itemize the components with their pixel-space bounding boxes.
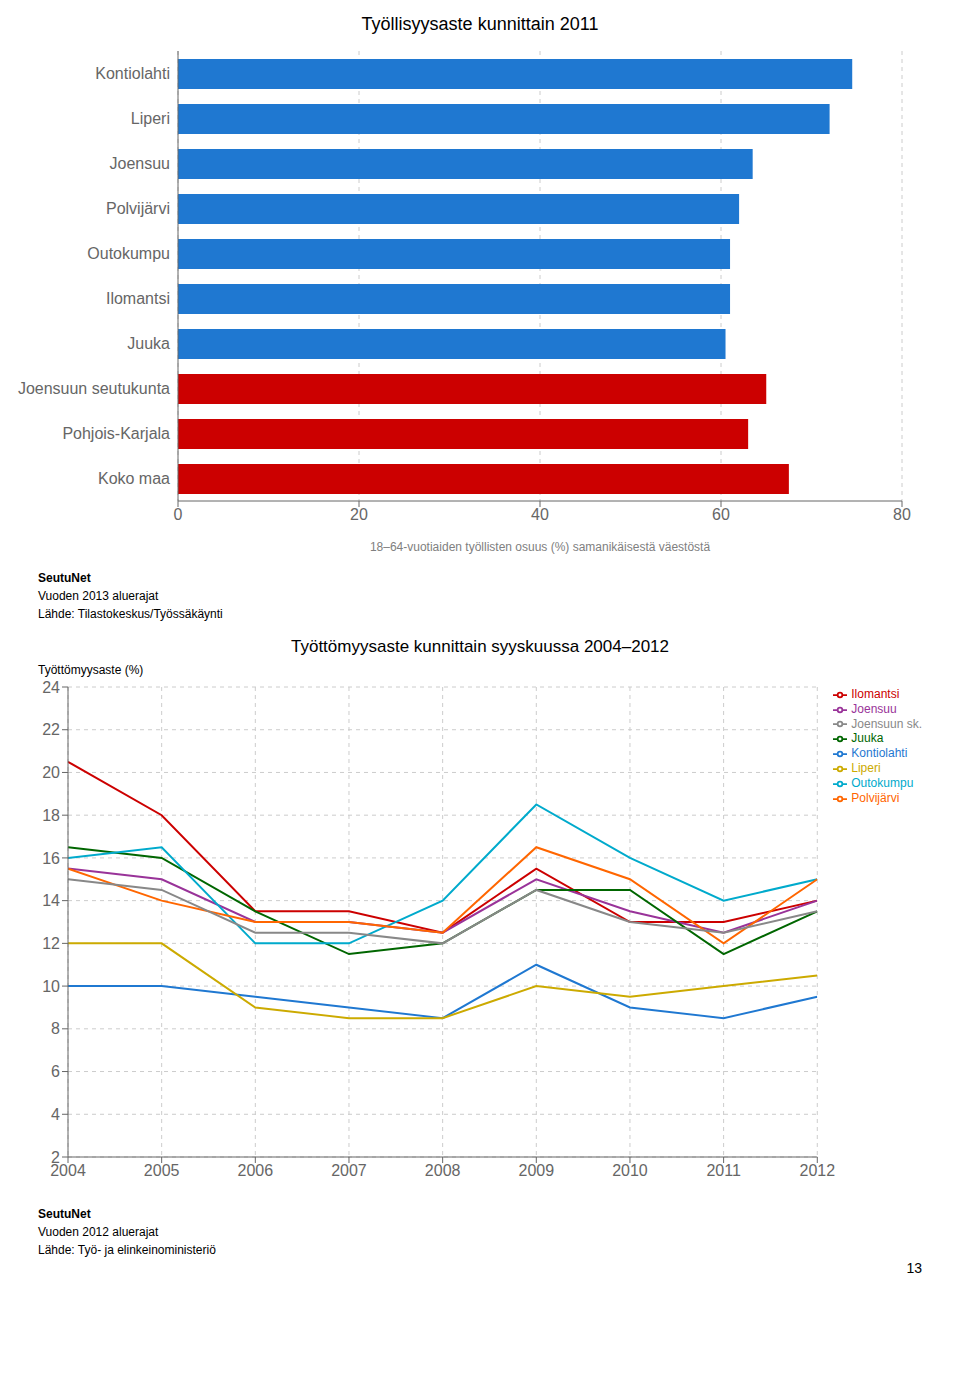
svg-text:18: 18 (42, 807, 60, 824)
svg-text:40: 40 (531, 506, 549, 523)
svg-text:2008: 2008 (425, 1162, 461, 1179)
svg-text:12: 12 (42, 935, 60, 952)
svg-text:8: 8 (51, 1020, 60, 1037)
svg-text:2005: 2005 (144, 1162, 180, 1179)
html-text:Kontiolahti: Kontiolahti (851, 746, 908, 761)
html-text:Vuoden 2012 aluerajat: Vuoden 2012 aluerajat (38, 1225, 159, 1239)
html-text:Outokumpu: Outokumpu (851, 776, 914, 790)
svg-text:0: 0 (174, 506, 183, 523)
html-text:Joensuu: Joensuu (851, 701, 897, 716)
html-text:Työllisyysaste kunnittain 2011: Työllisyysaste kunnittain 2011 (361, 14, 599, 34)
svg-text:2012: 2012 (799, 1162, 835, 1179)
html-text:Lähde: Tilastokeskus/Työssäkäy: Lähde: Tilastokeskus/Työssäkäynti (38, 607, 223, 621)
html-text:Liperi: Liperi (851, 761, 881, 776)
html-text:Juuka: Juuka (851, 731, 884, 746)
svg-text:10: 10 (42, 978, 60, 995)
svg-text:6: 6 (51, 1063, 60, 1080)
html-text:SeutuNet: SeutuNet (38, 1207, 91, 1221)
svg-text:24: 24 (42, 679, 60, 696)
svg-text:2010: 2010 (612, 1162, 648, 1179)
html-text:SeutuNet: SeutuNet (38, 571, 91, 585)
svg-text:18–64-vuotiaiden työllisten os: 18–64-vuotiaiden työllisten osuus (%) sa… (370, 540, 711, 554)
html-text:Polvijärvi: Polvijärvi (851, 790, 900, 805)
svg-text:Outokumpu: Outokumpu (87, 245, 170, 262)
svg-text:2009: 2009 (519, 1162, 555, 1179)
svg-text:2007: 2007 (331, 1162, 367, 1179)
html-text:Lähde: Työ- ja elinkeinominist: Lähde: Työ- ja elinkeinoministeriö (38, 1243, 216, 1257)
svg-text:Polvijärvi: Polvijärvi (106, 200, 170, 217)
svg-text:Kontiolahti: Kontiolahti (95, 65, 170, 82)
svg-text:Ilomantsi: Ilomantsi (106, 290, 170, 307)
svg-text:20: 20 (42, 764, 60, 781)
svg-text:60: 60 (712, 506, 730, 523)
svg-text:4: 4 (51, 1106, 60, 1123)
svg-text:Joensuun seutukunta: Joensuun seutukunta (18, 380, 170, 397)
html-text:Työttömyysaste (%): Työttömyysaste (%) (38, 663, 144, 677)
html-text:13: 13 (906, 1260, 922, 1276)
svg-text:14: 14 (42, 892, 60, 909)
svg-text:2006: 2006 (238, 1162, 274, 1179)
svg-text:2004: 2004 (50, 1162, 86, 1180)
svg-text:Pohjois-Karjala: Pohjois-Karjala (62, 425, 170, 442)
html-text:Ilomantsi: Ilomantsi (851, 687, 900, 701)
svg-text:Liperi: Liperi (131, 110, 170, 127)
svg-text:Juuka: Juuka (127, 335, 170, 352)
svg-text:80: 80 (893, 506, 911, 523)
svg-text:22: 22 (42, 721, 60, 738)
html-text:Joensuun sk.: Joensuun sk. (851, 716, 922, 731)
html-text:Työttömyysaste kunnittain syys: Työttömyysaste kunnittain syyskuussa 200… (291, 637, 669, 656)
svg-text:2011: 2011 (706, 1162, 741, 1179)
html-text:Vuoden 2013 aluerajat: Vuoden 2013 aluerajat (38, 589, 159, 603)
svg-text:Koko maa: Koko maa (98, 470, 170, 487)
svg-text:Joensuu: Joensuu (110, 155, 171, 172)
svg-text:16: 16 (42, 850, 60, 867)
svg-text:20: 20 (350, 506, 368, 523)
svg-text:2: 2 (51, 1149, 60, 1166)
